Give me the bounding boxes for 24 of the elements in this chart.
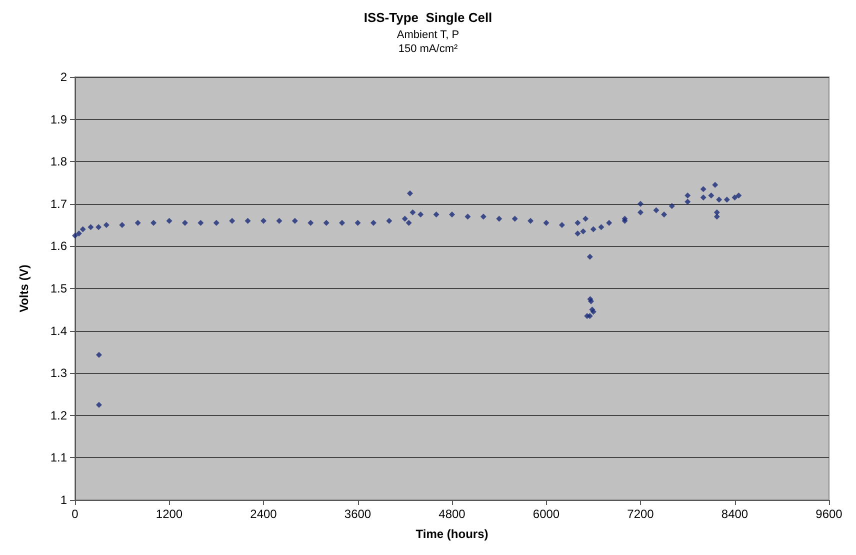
x-axis-title: Time (hours) [416,527,488,541]
x-tick-label: 4800 [438,507,466,521]
x-tick-label: 0 [72,507,79,521]
y-tick-label: 1.5 [50,282,68,296]
y-tick-label: 1.2 [50,408,68,422]
y-tick-label: 1.4 [50,324,68,338]
x-tick-label: 8400 [721,507,748,521]
chart-subtitle: Ambient T, P 150 mA/cm² [396,29,460,55]
y-tick-label: 2 [60,70,68,84]
x-tick-label: 3600 [344,507,372,521]
x-tick-label: 2400 [250,507,278,521]
x-tick-label: 6000 [532,507,560,521]
y-tick-label: 1.6 [50,239,68,254]
y-tick-label: 1.9 [50,112,68,126]
y-tick-label: 1.7 [50,196,68,211]
x-tick-label: 9600 [816,507,843,521]
y-tick-label: 1.1 [50,450,68,465]
y-tick-label: 1 [60,493,68,507]
y-axis-title: Volts (V) [17,264,31,312]
y-tick-label: 1.3 [50,366,68,380]
chart-title: ISS-Type Single Cell [364,10,492,25]
y-tick-label: 1.8 [50,154,68,169]
x-tick-label: 1200 [156,507,183,521]
x-tick-label: 7200 [627,507,654,521]
